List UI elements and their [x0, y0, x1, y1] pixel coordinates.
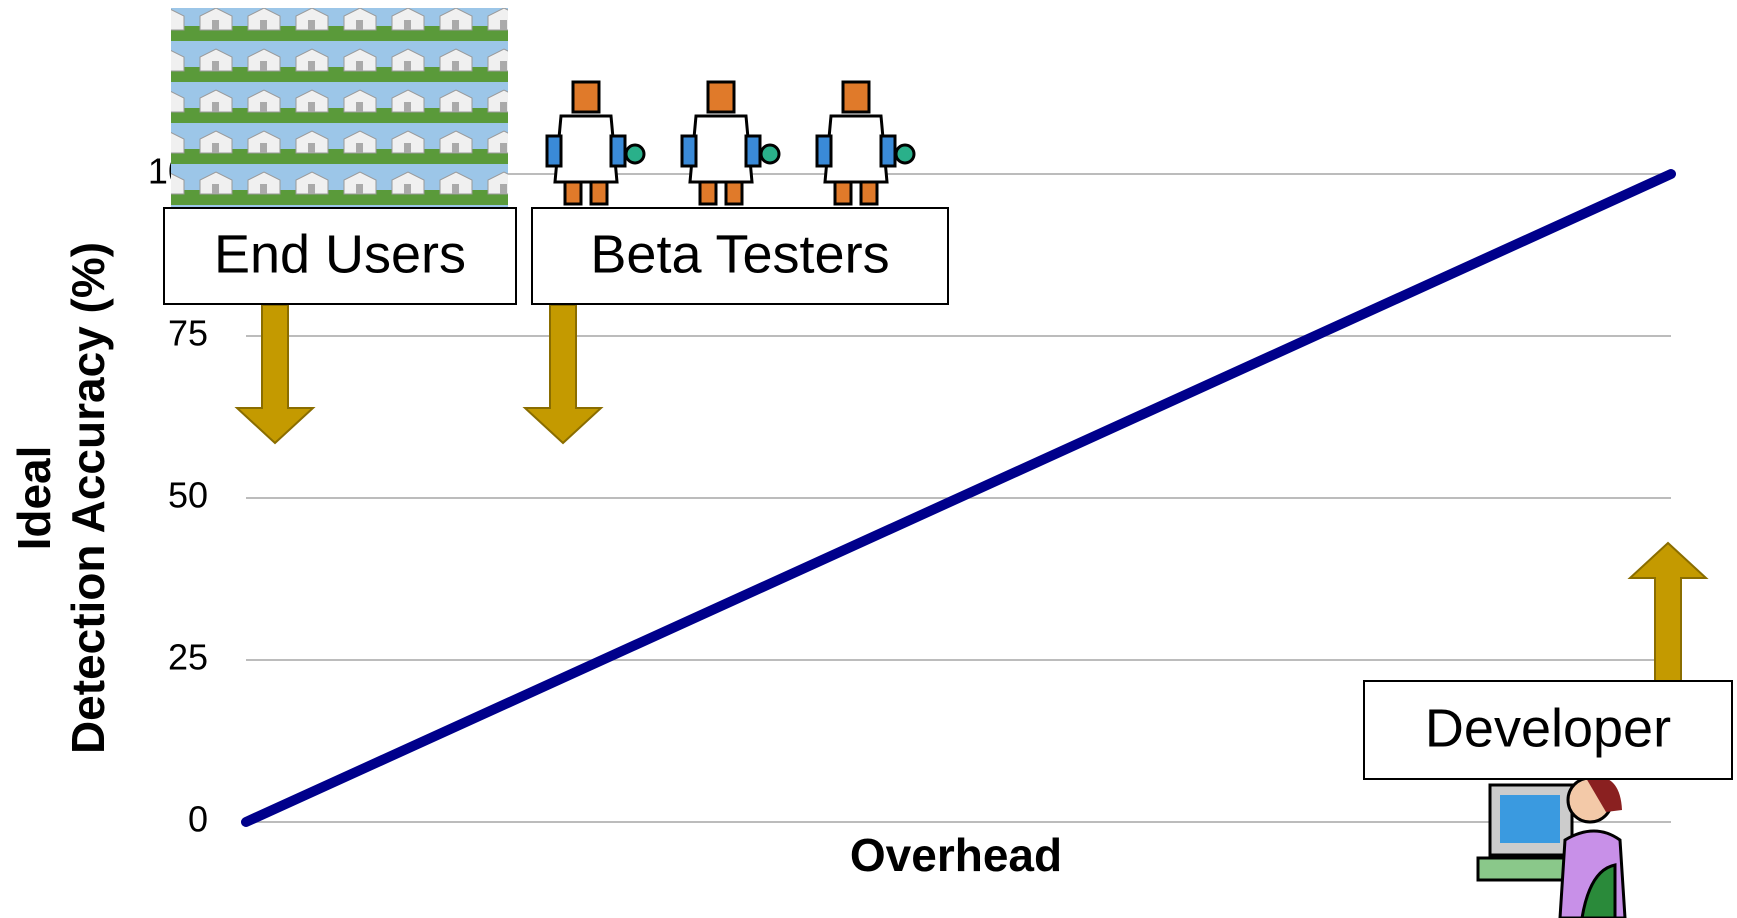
y-axis-label: Ideal Detection Accuracy (%)	[8, 242, 114, 754]
y-axis-label-line: Ideal	[8, 446, 60, 551]
end-users-box: End Users	[163, 207, 517, 305]
x-axis-label: Overhead	[850, 829, 1062, 881]
arrow-down	[234, 304, 316, 445]
annotation: End Users	[214, 224, 466, 284]
y-axis-label-line: Detection Accuracy (%)	[62, 242, 114, 754]
y-tick-label: 75	[168, 313, 208, 354]
developer-box: Developer	[1363, 680, 1733, 780]
y-tick-label: 0	[188, 799, 208, 840]
beta-testers-icon	[545, 80, 916, 206]
y-tick-label: 50	[168, 475, 208, 516]
annotation: Beta Testers	[590, 224, 889, 284]
end-users-icon	[171, 8, 508, 208]
developer-icon	[1476, 776, 1627, 918]
decoration	[171, 8, 1709, 918]
data-line	[241, 169, 1676, 827]
beta-testers-box: Beta Testers	[531, 207, 949, 305]
arrow-down	[522, 304, 604, 445]
y-tick-label: 25	[168, 637, 208, 678]
arrow-up	[1627, 541, 1709, 682]
annotation: Developer	[1425, 698, 1671, 758]
